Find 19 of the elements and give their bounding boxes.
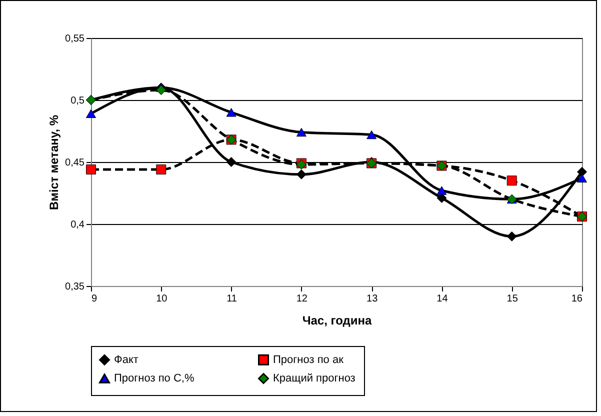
y-tick-label: 0,55 — [65, 34, 85, 44]
x-axis-title: Час, година — [302, 314, 372, 328]
x-tick-label: 11 — [226, 294, 238, 304]
legend-label: Прогноз по С,% — [114, 372, 194, 384]
y-tick-label: 0,5 — [70, 96, 85, 106]
x-tick-label: 12 — [296, 294, 308, 304]
legend-label: Факт — [114, 354, 138, 366]
x-tick-label: 10 — [156, 294, 168, 304]
x-tick-label: 16 — [571, 294, 583, 304]
x-tick-label: 13 — [366, 294, 378, 304]
x-tick-label: 9 — [92, 294, 98, 304]
legend-label: Прогноз по ак — [273, 354, 344, 366]
legend-label: Кращий прогноз — [273, 372, 356, 384]
y-axis-title: Вміст метану, % — [47, 114, 62, 210]
x-tick-label: 15 — [506, 294, 518, 304]
y-tick-label: 0,45 — [65, 158, 85, 168]
y-tick-label: 0,35 — [65, 282, 85, 292]
y-tick-label: 0,4 — [70, 220, 85, 230]
x-tick-label: 14 — [436, 294, 448, 304]
